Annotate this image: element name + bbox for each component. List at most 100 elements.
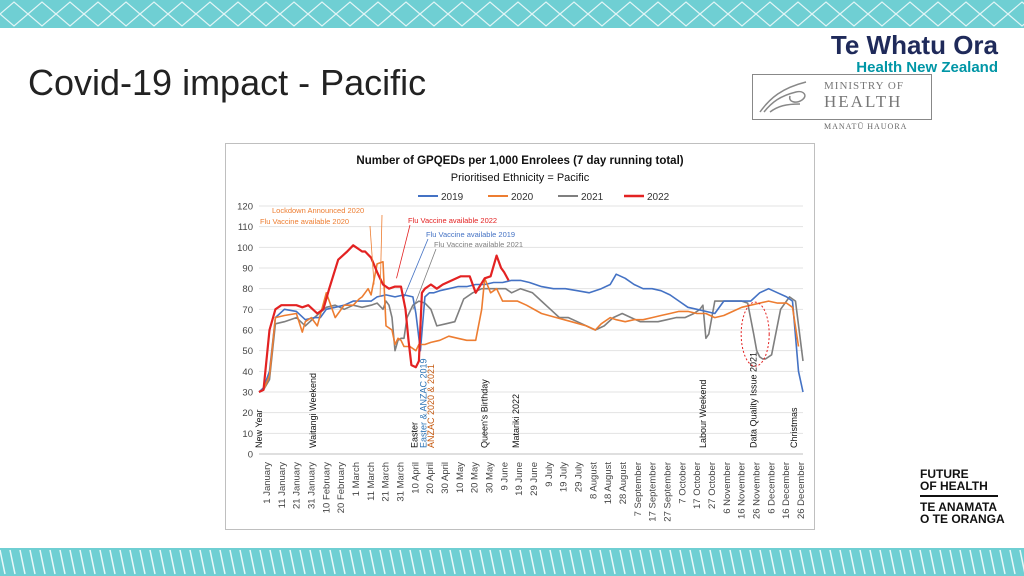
pattern-stroke [89,549,96,575]
pattern-stroke [169,549,176,575]
pattern-stroke [19,549,26,575]
pattern-stroke [159,549,166,575]
pattern-stroke [769,549,776,575]
y-tick-label: 30 [242,388,253,399]
x-tick-label: 21 January [292,462,303,509]
pattern-stroke [259,549,266,575]
pattern-diamond [839,1,869,27]
ministry-of-health-logo: MINISTRY OF HEALTH MANATŪ HAUORA [752,74,932,132]
x-tick-label: 7 September [633,462,644,516]
pattern-stroke [349,549,356,575]
pattern-stroke [849,549,856,575]
pattern-stroke [979,549,986,575]
top-pattern [0,1,1024,27]
foh-divider [920,495,998,497]
x-tick-label: 1 January [262,462,273,504]
pattern-stroke [9,549,16,575]
pattern-stroke [519,549,526,575]
pattern-stroke [739,549,746,575]
x-tick-label: 11 January [277,462,288,509]
y-tick-label: 80 [242,284,253,295]
series-lines [258,244,804,393]
pattern-stroke [679,549,686,575]
foh-line4: O TE ORANGA [920,512,1005,526]
pattern-stroke [49,549,56,575]
ministry-logo-border [752,74,932,120]
pattern-stroke [809,549,816,575]
x-tick-label: 31 March [396,462,407,502]
pattern-stroke [779,549,786,575]
ministry-line1: MINISTRY OF [824,80,904,92]
event-label: New Year [254,409,264,448]
pattern-stroke [219,549,226,575]
pattern-diamond [195,1,225,27]
pattern-stroke [439,549,446,575]
x-tick-label: 16 November [737,462,748,519]
pattern-stroke [129,549,136,575]
pattern-stroke [749,549,756,575]
x-tick-label: 26 December [796,462,807,519]
pattern-stroke [319,549,326,575]
bottom-pattern [0,549,1024,575]
annotation-pointer [403,238,429,298]
pattern-stroke [409,549,416,575]
pattern-stroke [939,549,946,575]
x-tick-label: 17 October [692,462,703,509]
x-tick-label: 7 October [677,462,688,504]
pattern-stroke [189,549,196,575]
pattern-stroke [699,549,706,575]
pattern-diamond [55,1,85,27]
pattern-stroke [369,549,376,575]
annotation-label: Flu Vaccine available 2022 [408,216,497,225]
annotation-pointer [412,248,437,310]
x-tick-label: 17 September [648,462,659,522]
data-quality-highlight [740,301,770,367]
y-tick-label: 60 [242,326,253,337]
annotation-pointer [379,214,383,297]
x-tick-label: 6 December [766,462,777,514]
pattern-stroke [229,549,236,575]
x-tick-label: 9 July [544,462,555,487]
pattern-diamond [391,1,421,27]
y-tick-label: 10 [242,429,253,440]
pattern-stroke [449,549,456,575]
pattern-stroke [279,549,286,575]
health-nz-name: Health New Zealand [856,59,998,76]
y-tick-label: 90 [242,264,253,275]
x-tick-label: 30 May [485,462,496,493]
pattern-stroke [379,549,386,575]
pattern-stroke [329,549,336,575]
pattern-stroke [989,549,996,575]
pattern-diamond [699,1,729,27]
event-label: Easter & ANZAC 2019 [418,358,428,448]
x-tick-label: 31 January [307,462,318,509]
pattern-diamond [419,1,449,27]
legend-label-2021: 2021 [581,192,604,203]
chart-frame: Number of GPQEDs per 1,000 Enrolees (7 d… [225,143,815,530]
event-label: ANZAC 2020 & 2021 [426,364,436,448]
x-tick-label: 19 June [514,462,525,496]
pattern-stroke [479,549,486,575]
pattern-diamond [223,1,253,27]
pattern-diamond [503,1,533,27]
chart-subtitle: Prioritised Ethnicity = Pacific [451,172,590,184]
x-tick-label: 18 August [603,462,614,505]
pattern-stroke [509,549,516,575]
annotation-label: Lockdown Announced 2020 [272,206,364,215]
x-tick-label: 27 October [707,462,718,509]
foh-line1: FUTURE [920,467,969,481]
y-tick-label: 100 [237,243,253,254]
pattern-diamond [951,1,981,27]
pattern-diamond [139,1,169,27]
y-tick-label: 20 [242,408,253,419]
event-label: Waitangi Weekend [308,373,318,448]
x-tick-label: 26 November [752,462,763,519]
pattern-stroke [599,549,606,575]
pattern-stroke [649,549,656,575]
te-whatu-ora-name: Te Whatu Ora [830,30,998,60]
pattern-stroke [99,549,106,575]
pattern-stroke [829,549,836,575]
legend-label-2020: 2020 [511,192,534,203]
pattern-stroke [499,549,506,575]
pattern-stroke [269,549,276,575]
